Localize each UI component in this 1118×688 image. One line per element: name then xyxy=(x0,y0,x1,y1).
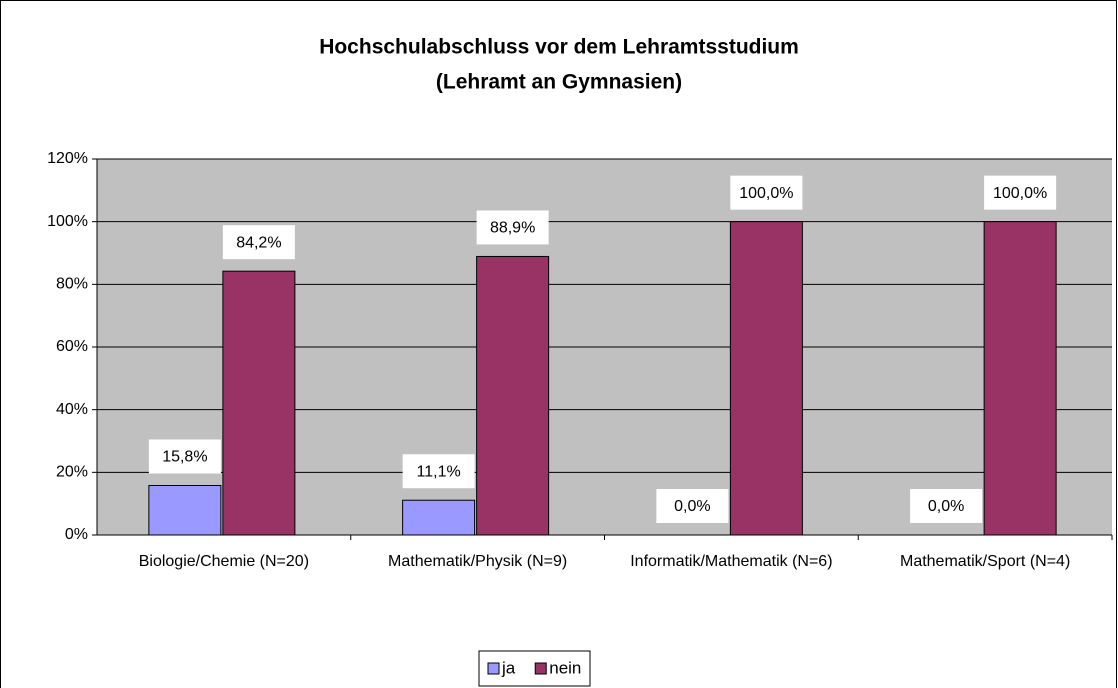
bar xyxy=(476,255,550,536)
data-label-box xyxy=(730,175,803,210)
data-label: 84,2% xyxy=(236,234,281,251)
data-label: 0,0% xyxy=(674,498,710,515)
legend-swatch xyxy=(534,662,547,675)
data-label-box xyxy=(222,225,295,260)
y-tick-label: 120% xyxy=(47,150,88,167)
data-label: 100,0% xyxy=(739,185,793,202)
legend-swatch xyxy=(487,662,500,675)
bar xyxy=(729,221,803,536)
legend-label: nein xyxy=(549,658,581,677)
data-label-box xyxy=(984,175,1057,210)
data-label-box xyxy=(476,210,549,245)
x-tick-label: Mathematik/Physik (N=9) xyxy=(388,553,568,570)
chart-subtitle: (Lehramt an Gymnasien) xyxy=(436,71,682,94)
x-tick-label: Biologie/Chemie (N=20) xyxy=(138,553,310,570)
y-tick-label: 60% xyxy=(56,338,88,355)
y-tick-label: 0% xyxy=(65,526,88,543)
y-tick-label: 20% xyxy=(56,464,88,481)
y-tick-label: 80% xyxy=(56,276,88,293)
data-label: 88,9% xyxy=(490,220,535,237)
data-label: 100,0% xyxy=(993,185,1047,202)
x-tick-label: Informatik/Mathematik (N=6) xyxy=(630,553,833,570)
y-tick-label: 100% xyxy=(47,213,88,230)
data-label-box xyxy=(910,489,983,523)
bar xyxy=(402,499,476,536)
y-tick-label: 40% xyxy=(56,401,88,418)
data-label-box xyxy=(148,439,221,474)
data-label: 15,8% xyxy=(162,449,207,466)
bar xyxy=(222,270,296,536)
data-label-box xyxy=(656,489,729,523)
legend-label: ja xyxy=(501,658,516,677)
data-label: 11,1% xyxy=(417,463,461,480)
data-label-box xyxy=(402,454,475,489)
chart-title: Hochschulabschluss vor dem Lehramtsstudi… xyxy=(319,36,799,59)
bar xyxy=(148,484,222,536)
bar xyxy=(983,221,1057,536)
data-label: 0,0% xyxy=(928,498,964,515)
x-tick-label: Mathematik/Sport (N=4) xyxy=(899,553,1071,570)
